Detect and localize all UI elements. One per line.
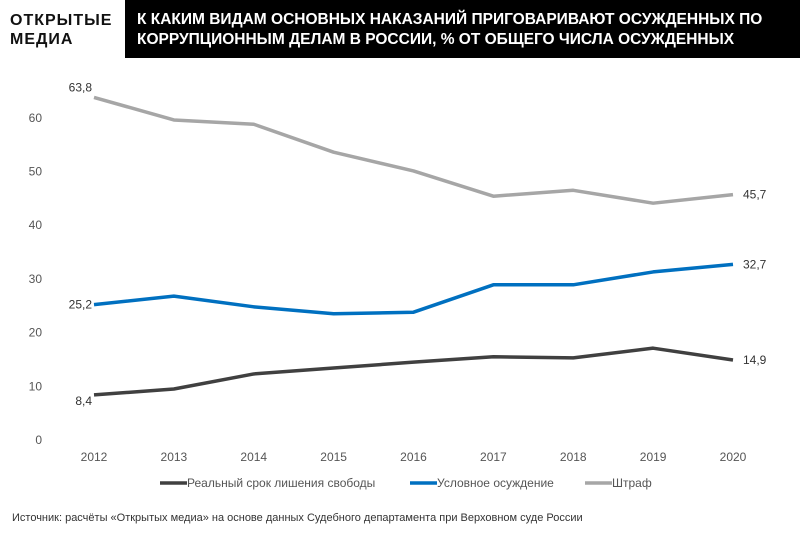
legend-label: Условное осуждение [437, 476, 554, 490]
logo-line2: МЕДИА [10, 31, 74, 48]
series-line [93, 95, 734, 205]
x-tick-label: 2020 [720, 450, 747, 464]
data-label: 14,9 [743, 353, 767, 367]
y-tick-label: 60 [29, 111, 43, 125]
logo: ОТКРЫТЫЕ МЕДИА [10, 11, 112, 49]
data-label: 25,2 [69, 298, 93, 312]
series-line [93, 262, 734, 316]
x-tick-label: 2015 [320, 450, 347, 464]
x-tick-label: 2018 [560, 450, 587, 464]
logo-line1: ОТКРЫТЫЕ [10, 12, 113, 29]
x-tick-label: 2016 [400, 450, 427, 464]
chart-title: К КАКИМ ВИДАМ ОСНОВНЫХ НАКАЗАНИЙ ПРИГОВА… [137, 10, 762, 50]
title-line2: КОРРУПЦИОННЫМ ДЕЛАМ В РОССИИ, % ОТ ОБЩЕГ… [137, 31, 735, 48]
data-label: 63,8 [69, 80, 93, 94]
y-tick-label: 20 [29, 326, 43, 340]
x-tick-label: 2013 [161, 450, 188, 464]
legend-label: Штраф [612, 476, 652, 490]
y-tick-label: 50 [29, 165, 43, 179]
header-box: К КАКИМ ВИДАМ ОСНОВНЫХ НАКАЗАНИЙ ПРИГОВА… [125, 0, 800, 58]
series-line [93, 346, 734, 397]
x-tick-label: 2019 [640, 450, 667, 464]
x-tick-label: 2012 [81, 450, 108, 464]
source-note: Источник: расчёты «Открытых медиа» на ос… [12, 512, 583, 524]
y-tick-label: 10 [29, 379, 43, 393]
y-tick-label: 0 [35, 433, 42, 447]
x-tick-label: 2014 [240, 450, 267, 464]
data-label: 32,7 [743, 257, 767, 271]
data-label: 8,4 [75, 394, 92, 408]
data-label: 45,7 [743, 188, 767, 202]
x-tick-label: 2017 [480, 450, 507, 464]
title-line1: К КАКИМ ВИДАМ ОСНОВНЫХ НАКАЗАНИЙ ПРИГОВА… [137, 11, 763, 28]
legend-label: Реальный срок лишения свободы [187, 476, 375, 490]
y-tick-label: 40 [29, 218, 43, 232]
y-tick-label: 30 [29, 272, 43, 286]
